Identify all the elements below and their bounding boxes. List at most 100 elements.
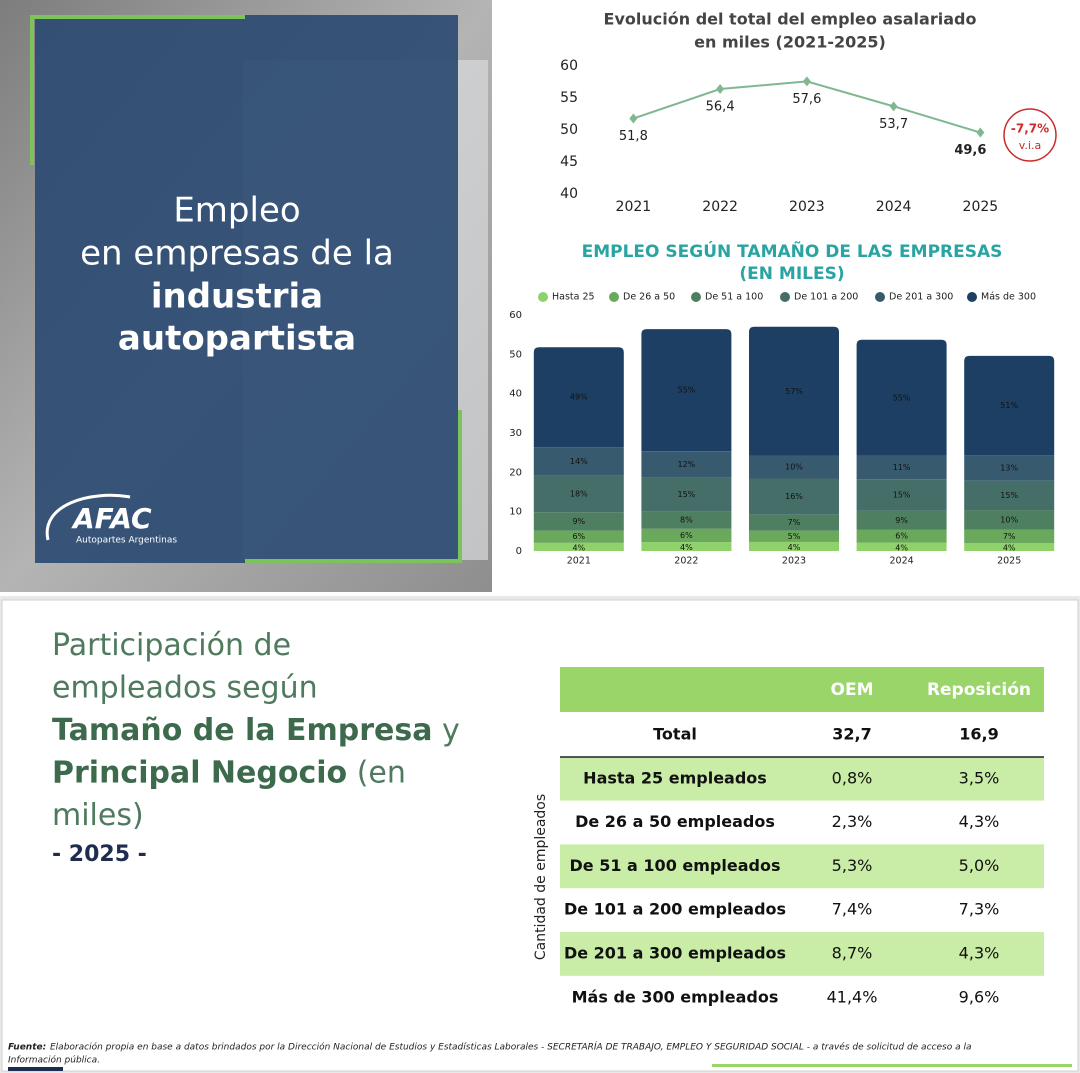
bar-segment <box>641 528 732 543</box>
data-label: 15% <box>893 491 911 500</box>
bar-segment <box>964 510 1055 530</box>
heading-line: Principal Negocio (en <box>52 755 406 790</box>
row-label: Total <box>653 725 697 744</box>
bar-segment <box>641 329 732 452</box>
data-label: 55% <box>893 393 911 402</box>
y-tick-label: 20 <box>509 467 522 478</box>
heading-segment: (en <box>347 755 406 790</box>
row-band <box>560 932 1044 976</box>
heading-line: Participación de <box>52 628 291 663</box>
row-label: Hasta 25 empleados <box>583 768 767 787</box>
data-label: 6% <box>895 532 908 541</box>
heading-segment: y <box>432 713 459 748</box>
data-label: 49,6 <box>954 143 986 158</box>
heading-line: Tamaño de la Empresa y <box>52 713 460 748</box>
table-cell: 16,9 <box>959 725 998 744</box>
title-line: autopartista <box>118 319 356 359</box>
chart-title: Evolución del total del empleo asalariad… <box>604 10 977 29</box>
slide-title: Empleo en empresas de la industria autop… <box>80 191 394 359</box>
data-label: 55% <box>678 386 696 395</box>
marker <box>716 84 725 95</box>
bar-segment <box>641 542 732 551</box>
data-label: 4% <box>572 543 585 552</box>
table-cell: 0,8% <box>832 768 873 787</box>
data-label: 9% <box>572 517 585 526</box>
heading-segment: Tamaño de la Empresa <box>52 713 432 748</box>
bar-segment <box>856 542 947 551</box>
data-label: 4% <box>680 543 693 552</box>
logo-subtitle: Autopartes Argentinas <box>76 536 177 546</box>
column-header: OEM <box>831 680 874 700</box>
footer-text: Elaboración propia en base a datos brind… <box>50 1041 971 1053</box>
data-label: 9% <box>895 516 908 525</box>
annotation: v.i.a <box>1019 139 1041 152</box>
accent-line <box>30 15 245 165</box>
y-tick-label: 30 <box>509 428 522 439</box>
x-tick-label: 2021 <box>567 556 591 567</box>
bar-segment <box>749 478 839 515</box>
table-cell: 41,4% <box>827 987 878 1006</box>
table-cell: 5,3% <box>832 856 873 875</box>
row-label: De 201 a 300 empleados <box>564 944 786 963</box>
x-tick-label: 2024 <box>890 556 914 567</box>
row-label: De 101 a 200 empleados <box>564 900 786 919</box>
title-line: Empleo <box>173 191 300 231</box>
bar-segment <box>964 480 1055 511</box>
row-label: Más de 300 empleados <box>572 987 779 1006</box>
data-label: 56,4 <box>706 100 735 115</box>
legend-swatch <box>967 292 977 302</box>
y-tick-label: 60 <box>560 58 578 74</box>
marker <box>889 101 898 112</box>
x-tick-label: 2021 <box>616 199 652 215</box>
data-label: 13% <box>1000 464 1018 473</box>
table: OEM Reposición Total 32,7 16,9 Hasta 25 emple… <box>533 667 1044 1006</box>
annotation-circle <box>1003 108 1057 162</box>
data-label: 51,8 <box>619 129 648 144</box>
bar-segment <box>749 541 839 551</box>
bar-segment <box>964 355 1055 456</box>
logo: AFAC <box>71 502 152 535</box>
data-label: 4% <box>895 543 908 552</box>
bar-segment <box>856 455 947 480</box>
x-tick-label: 2023 <box>789 199 825 215</box>
title-line: industria <box>151 277 323 317</box>
data-label: 11% <box>893 463 911 472</box>
data-label: 49% <box>570 393 588 402</box>
accent-line <box>245 410 462 563</box>
legend-label: Hasta 25 <box>552 292 595 303</box>
stacked-bar-chart: EMPLEO SEGÚN TAMAÑO DE LAS EMPRESAS(EN M… <box>509 239 1055 567</box>
data-label: 6% <box>572 532 585 541</box>
bar-segment <box>856 510 947 530</box>
x-tick-label: 2023 <box>782 556 806 567</box>
data-label: 51% <box>1000 401 1018 410</box>
x-tick-label: 2025 <box>963 199 999 215</box>
data-label: 7% <box>788 518 801 527</box>
axis-label: Cantidad de empleados <box>533 794 549 960</box>
data-label: 8% <box>680 515 693 524</box>
y-tick-label: 60 <box>509 310 522 321</box>
bar-segment <box>749 530 839 542</box>
y-tick-label: 50 <box>509 349 522 360</box>
bar-segment <box>749 455 839 479</box>
row-band <box>560 844 1044 889</box>
data-label: 53,7 <box>879 117 908 132</box>
heading-segment: Principal Negocio <box>52 755 347 790</box>
table-cell: 4,3% <box>959 944 1000 963</box>
bar-segment <box>641 451 732 478</box>
bar-segment <box>533 542 624 551</box>
y-tick-label: 45 <box>560 154 578 170</box>
legend-swatch <box>875 292 885 302</box>
table-cell: 3,5% <box>959 768 1000 787</box>
legend-label: De 51 a 100 <box>705 292 763 303</box>
heading-segment: empleados según <box>52 670 318 705</box>
data-label: 15% <box>678 490 696 499</box>
marker <box>976 127 985 138</box>
table-cell: 9,6% <box>959 987 1000 1006</box>
legend-label: De 26 a 50 <box>623 292 675 303</box>
data-label: 12% <box>678 460 696 469</box>
footer-bar <box>712 1064 1072 1067</box>
y-tick-label: 10 <box>509 507 522 518</box>
bar-segment <box>856 529 947 543</box>
footer-text: Información pública. <box>8 1055 100 1066</box>
table-cell: 7,3% <box>959 900 1000 919</box>
